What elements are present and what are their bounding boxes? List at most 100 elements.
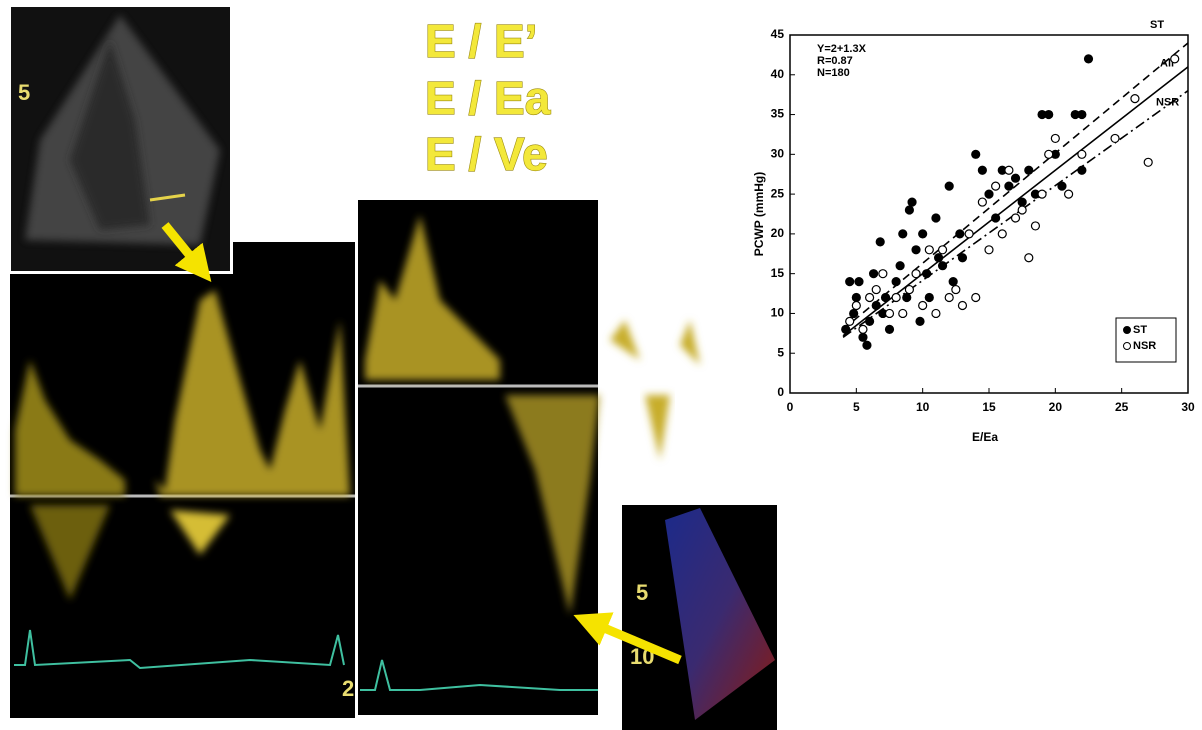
data-point (862, 340, 872, 350)
data-point (944, 292, 954, 303)
data-point (891, 277, 901, 287)
data-point (911, 245, 921, 255)
data-point (849, 308, 859, 319)
data-point (858, 324, 868, 334)
data-point (1044, 109, 1054, 120)
data-point (1004, 181, 1014, 191)
data-point (991, 213, 1001, 223)
x-tick-label: 25 (1115, 400, 1129, 414)
data-point (841, 324, 851, 334)
data-point (871, 284, 881, 295)
data-point (864, 316, 875, 326)
data-point (937, 245, 948, 255)
data-point (904, 284, 915, 295)
y-tick-label: 20 (771, 226, 785, 240)
y-tick-label: 0 (777, 385, 784, 399)
annotation: R=0.87 (817, 55, 853, 67)
data-point (937, 261, 948, 271)
data-point (898, 229, 908, 239)
data-point (951, 284, 961, 295)
data-point (878, 269, 888, 279)
data-point (904, 205, 915, 215)
data-point (895, 261, 905, 271)
data-point (922, 269, 932, 279)
data-point (884, 324, 895, 334)
image-label: 2 (342, 676, 354, 701)
data-point (1083, 54, 1094, 64)
data-point (918, 300, 928, 311)
data-point (1017, 197, 1027, 207)
data-point (864, 292, 875, 303)
x-tick-label: 10 (916, 400, 930, 414)
data-point (924, 292, 934, 303)
data-point (957, 253, 968, 263)
y-tick-label: 25 (771, 186, 785, 200)
data-point (948, 277, 958, 287)
data-point (915, 316, 925, 326)
data-point (977, 165, 987, 175)
data-point (851, 292, 861, 303)
y-tick-label: 10 (771, 306, 785, 320)
x-axis-label: E/Ea (972, 430, 998, 444)
data-point (1077, 109, 1087, 120)
y-axis-label: PCWP (mmHg) (752, 172, 766, 256)
line-label: NSR (1156, 97, 1179, 109)
data-point (977, 197, 987, 207)
data-point (1024, 165, 1034, 175)
data-point (931, 308, 941, 319)
data-point (964, 229, 974, 239)
data-point (1143, 157, 1153, 167)
data-point (845, 316, 855, 326)
annotation: Y=2+1.3X (817, 43, 867, 55)
data-point (1063, 189, 1074, 199)
data-point (884, 308, 895, 319)
heading: E / Ea (425, 72, 551, 124)
data-point (854, 277, 864, 287)
data-point (1130, 94, 1140, 104)
image-label: 5 (18, 80, 30, 105)
x-tick-label: 5 (853, 400, 860, 414)
doppler-panel (358, 200, 700, 715)
data-point (1037, 189, 1047, 199)
y-tick-label: 35 (771, 107, 785, 121)
data-point (957, 300, 968, 311)
echo-image: 5 (8, 4, 233, 282)
data-point (898, 308, 908, 319)
data-point (933, 253, 944, 263)
x-tick-label: 20 (1049, 400, 1063, 414)
y-tick-label: 30 (771, 147, 785, 161)
heading: E / E’ (425, 15, 537, 67)
data-point (931, 213, 941, 223)
regression-line (842, 42, 1189, 330)
data-point (918, 229, 928, 239)
heading: E / Ve (425, 128, 548, 180)
x-tick-label: 15 (982, 400, 996, 414)
data-point (1077, 149, 1087, 159)
data-point (955, 229, 965, 239)
data-point (971, 149, 981, 159)
annotation: N=180 (817, 67, 850, 79)
legend-box (1115, 317, 1177, 363)
data-point (1010, 213, 1021, 223)
data-point (875, 237, 885, 247)
data-point (1024, 253, 1034, 263)
data-point (991, 181, 1001, 191)
legend-label: ST (1133, 324, 1147, 336)
x-tick-label: 0 (787, 400, 794, 414)
y-tick-label: 45 (771, 27, 785, 41)
data-point (858, 332, 868, 342)
data-point (845, 277, 855, 287)
data-point (984, 189, 994, 199)
data-point (907, 197, 917, 207)
data-point (1044, 149, 1054, 159)
data-point (1030, 221, 1041, 231)
data-point (984, 245, 994, 255)
y-tick-label: 5 (777, 345, 784, 359)
data-point (1050, 133, 1060, 144)
data-point (902, 292, 912, 303)
x-tick-label: 30 (1181, 400, 1195, 414)
legend-label: NSR (1133, 340, 1156, 352)
image-label: 5 (636, 580, 648, 605)
